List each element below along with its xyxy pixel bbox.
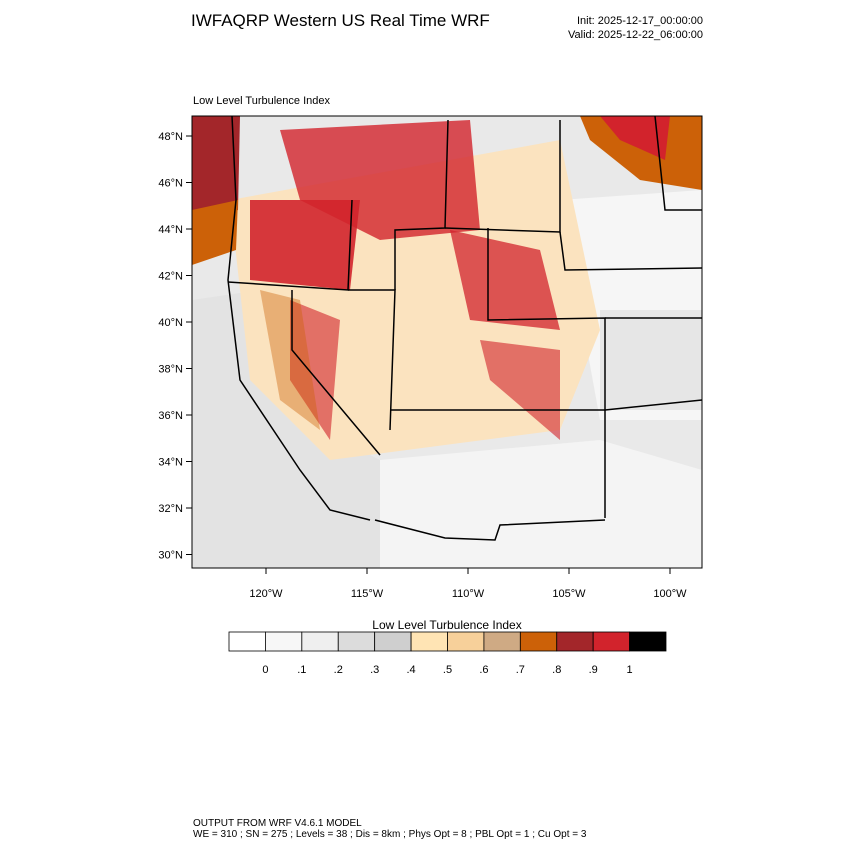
valid-time: Valid: 2025-12-22_06:00:00 — [568, 29, 703, 41]
colorbar-label: .8 — [552, 664, 561, 676]
colorbar-box — [447, 631, 485, 652]
colorbar-label: .3 — [370, 664, 379, 676]
map-subtitle: Low Level Turbulence Index — [193, 95, 330, 107]
lat-label: 42°N — [158, 271, 183, 283]
colorbar-box — [519, 631, 558, 652]
lon-label: 115°W — [351, 588, 384, 600]
colorbar-box — [629, 631, 667, 652]
map-frame — [191, 115, 703, 569]
colorbar-box — [337, 631, 376, 652]
colorbar-label: .7 — [516, 664, 525, 676]
colorbar-box — [374, 631, 412, 652]
lat-label: 40°N — [158, 317, 183, 329]
colorbar-label: .5 — [443, 664, 452, 676]
colorbar-label: 1 — [627, 664, 633, 676]
lat-labels: 48°N 46°N 44°N 42°N 40°N 38°N 36°N 34°N 32°N 30°N — [158, 131, 192, 562]
colorbar-box — [592, 631, 630, 652]
colorbar-label: .2 — [334, 664, 343, 676]
colorbar-title: Low Level Turbulence Index — [372, 618, 521, 632]
lat-label: 34°N — [158, 457, 183, 469]
colorbar-box — [228, 631, 266, 652]
init-time: Init: 2025-12-17_00:00:00 — [577, 15, 703, 27]
colorbar: 0 .1 .2 .3 .4 .5 .6 .7 .8 .9 1 — [228, 631, 667, 676]
lat-label: 30°N — [158, 550, 183, 562]
title: IWFAQRP Western US Real Time WRF — [191, 11, 490, 30]
colorbar-label: 0 — [262, 664, 268, 676]
lat-label: 46°N — [158, 178, 183, 190]
lat-label: 32°N — [158, 503, 183, 515]
map-field — [192, 116, 702, 568]
colorbar-label: .1 — [297, 664, 306, 676]
colorbar-box — [556, 631, 594, 652]
lat-label: 48°N — [158, 131, 183, 143]
footer-line: OUTPUT FROM WRF V4.6.1 MODEL — [193, 818, 362, 829]
colorbar-box — [265, 631, 303, 652]
lon-labels: 120°W 115°W 110°W 105°W 100°W — [249, 568, 687, 600]
lon-label: 120°W — [249, 588, 283, 600]
colorbar-label: .4 — [406, 664, 415, 676]
colorbar-box — [410, 631, 448, 652]
colorbar-label: .6 — [479, 664, 488, 676]
lat-label: 38°N — [158, 364, 183, 376]
footer-line: WE = 310 ; SN = 275 ; Levels = 38 ; Dis … — [193, 829, 587, 840]
lon-label: 100°W — [653, 588, 687, 600]
lon-label: 105°W — [552, 588, 586, 600]
colorbar-box — [301, 631, 339, 652]
colorbar-box — [483, 631, 521, 652]
lat-label: 36°N — [158, 410, 183, 422]
lat-label: 44°N — [158, 224, 183, 236]
lon-label: 110°W — [452, 588, 485, 600]
colorbar-label: .9 — [589, 664, 598, 676]
